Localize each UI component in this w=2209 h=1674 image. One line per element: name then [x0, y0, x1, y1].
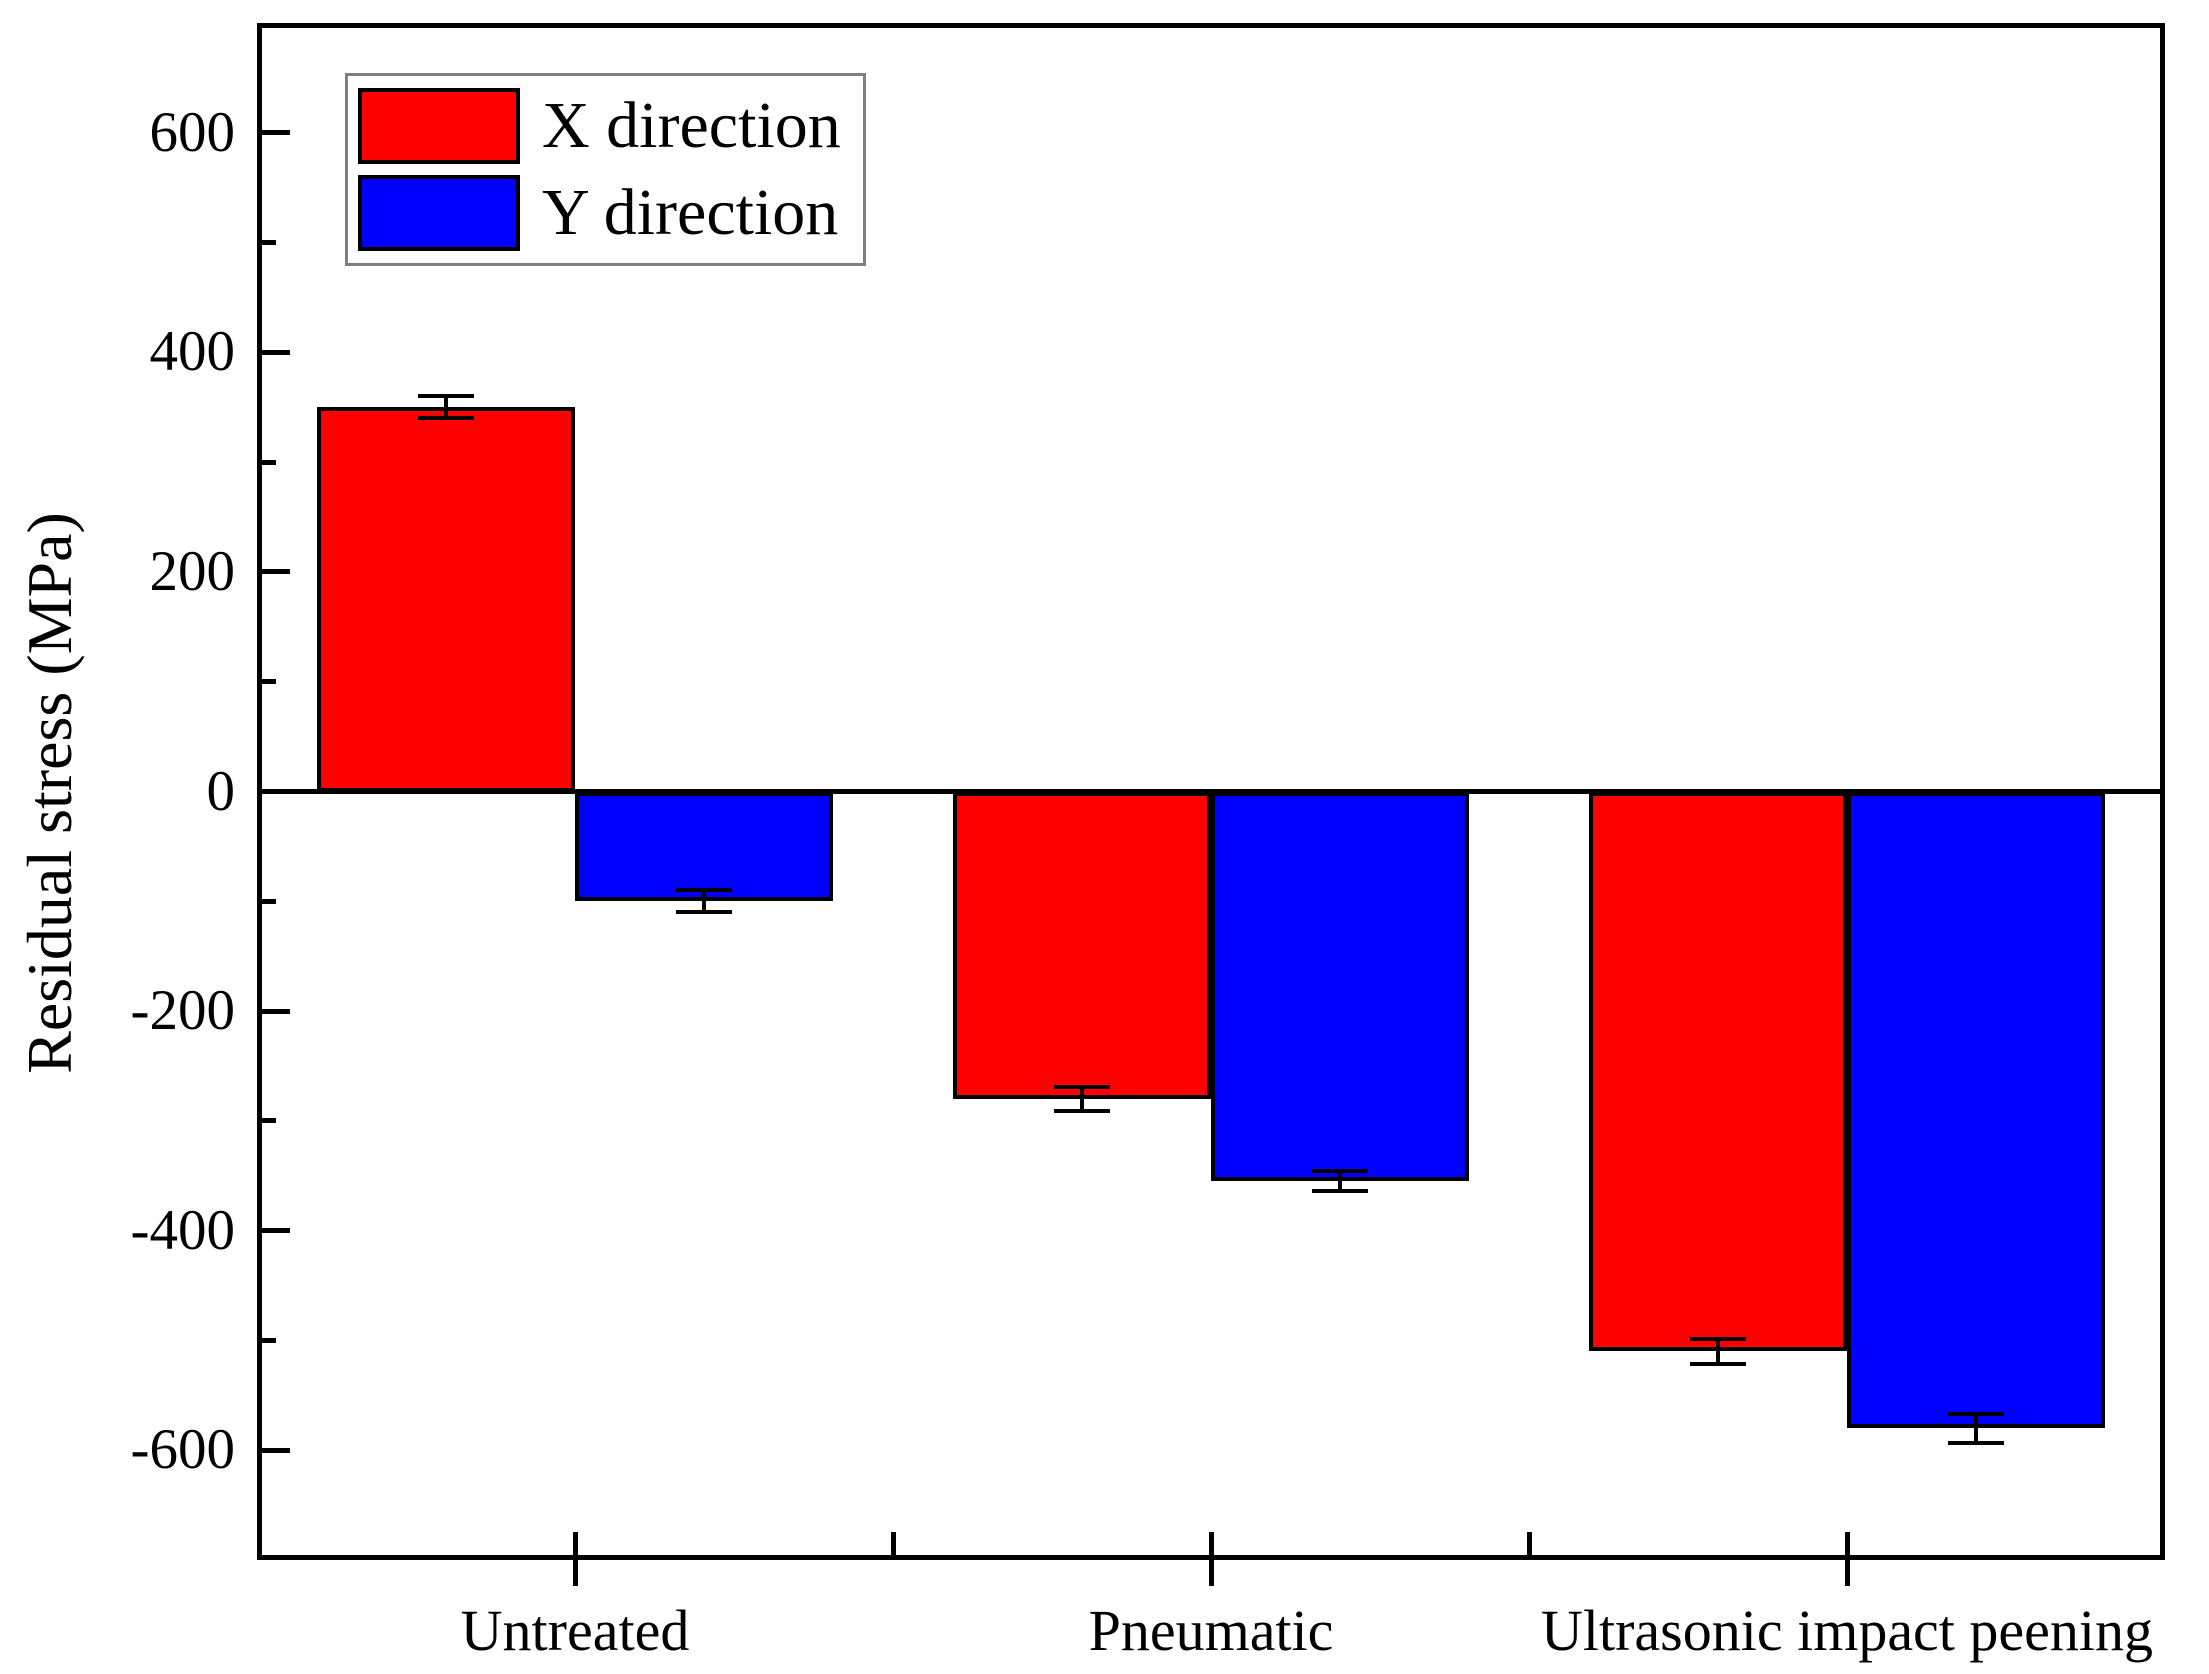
legend: X direction Y direction [345, 73, 866, 266]
y-tick-label: 0 [206, 759, 236, 823]
y-tick-label: 400 [149, 320, 236, 384]
y-minor-tick [260, 1118, 276, 1124]
legend-label: X direction [542, 89, 841, 162]
y-minor-tick [260, 459, 276, 465]
y-major-tick [260, 789, 290, 794]
bar-y-direction-0 [575, 791, 833, 902]
error-bar-line [1338, 1171, 1342, 1192]
x-minor-tick [890, 1532, 896, 1558]
y-minor-tick [260, 679, 276, 685]
error-bar-cap-bottom [1948, 1440, 2004, 1445]
y-major-tick [260, 130, 290, 136]
error-bar-cap-top [1054, 1084, 1110, 1089]
error-bar-cap-top [676, 888, 732, 893]
y-major-tick [260, 569, 290, 575]
error-bar-line [1080, 1086, 1084, 1111]
error-bar-line [702, 890, 706, 913]
legend-label: Y direction [542, 176, 839, 249]
bar-y-direction-1 [1211, 791, 1469, 1182]
legend-item-x-direction: X direction [358, 88, 841, 164]
bar-y-direction-2 [1847, 791, 2105, 1429]
error-bar-cap-top [1948, 1412, 2004, 1416]
legend-item-y-direction: Y direction [358, 175, 841, 251]
error-bar-cap-bottom [1054, 1109, 1110, 1113]
error-bar-line [1974, 1414, 1978, 1443]
x-major-tick [1844, 1532, 1850, 1586]
legend-swatch-icon [358, 175, 520, 251]
y-minor-tick [260, 898, 276, 904]
y-tick-label: -200 [130, 979, 235, 1043]
y-tick-label: 200 [149, 539, 236, 603]
x-category-label: Untreated [460, 1598, 690, 1663]
error-bar-line [1716, 1339, 1720, 1364]
y-major-tick [260, 1447, 290, 1453]
error-bar-cap-top [418, 394, 474, 399]
y-tick-label: -400 [130, 1198, 235, 1262]
bar-x-direction-0 [317, 407, 575, 792]
error-bar-cap-bottom [676, 910, 732, 915]
y-minor-tick [260, 240, 276, 246]
x-major-tick [1208, 1532, 1214, 1586]
y-major-tick [260, 349, 290, 355]
y-major-tick [260, 1228, 290, 1234]
x-category-label: Ultrasonic impact peening [1540, 1598, 2154, 1663]
error-bar-cap-bottom [418, 416, 474, 421]
error-bar-cap-bottom [1690, 1361, 1746, 1366]
error-bar-cap-top [1312, 1169, 1368, 1174]
y-major-tick [260, 1008, 290, 1014]
error-bar-cap-bottom [1312, 1189, 1368, 1194]
x-minor-tick [1526, 1532, 1532, 1558]
y-tick-label: -600 [130, 1418, 235, 1482]
legend-swatch-icon [358, 88, 520, 164]
bar-x-direction-2 [1589, 791, 1847, 1352]
y-tick-label: 600 [149, 100, 236, 164]
error-bar-line [444, 396, 448, 419]
x-category-label: Pneumatic [1088, 1598, 1334, 1663]
y-minor-tick [260, 1337, 276, 1343]
x-major-tick [572, 1532, 578, 1586]
bar-x-direction-1 [953, 791, 1211, 1099]
error-bar-cap-top [1690, 1337, 1746, 1342]
